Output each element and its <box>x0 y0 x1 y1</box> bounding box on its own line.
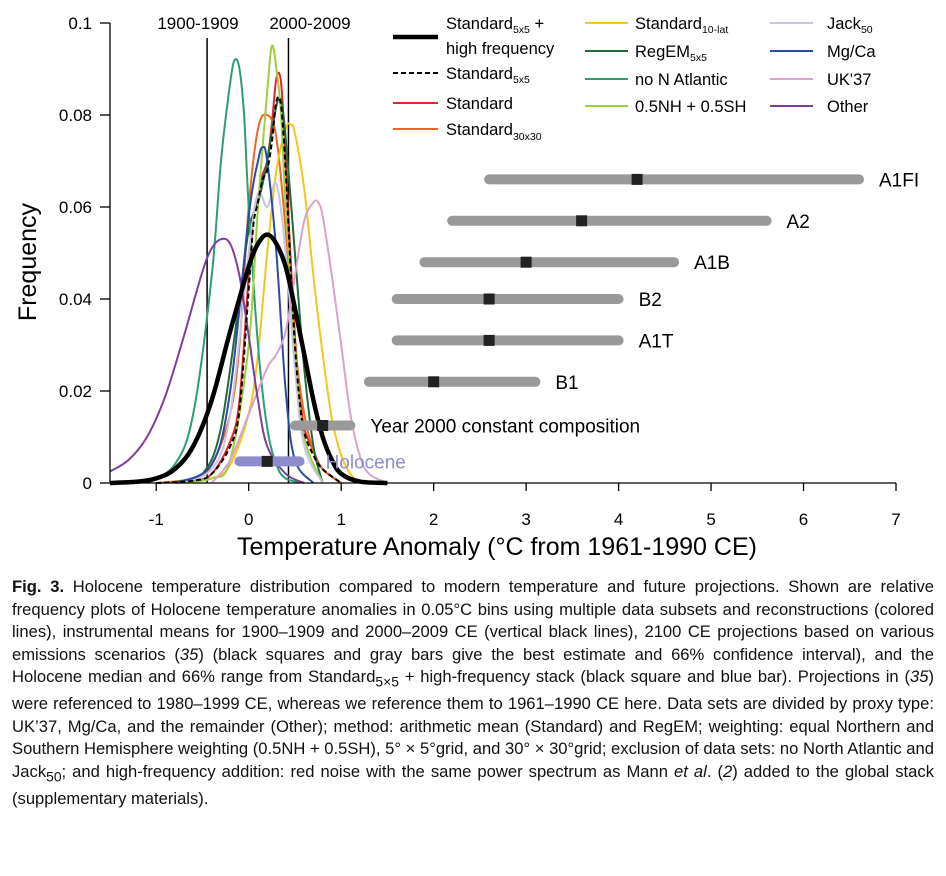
caption-text-5: ; and high-frequency addition: red noise… <box>61 762 675 782</box>
x-tick-label: 0 <box>244 510 253 529</box>
caption-sub-2: 50 <box>46 768 62 785</box>
projection-best-a2 <box>576 215 588 227</box>
distribution-lines <box>109 38 388 486</box>
y-tick-label: 0.06 <box>59 198 92 217</box>
vline-label-2000-2009: 2000-2009 <box>269 14 350 33</box>
projection-best-b1 <box>428 376 440 388</box>
x-tick-label: 7 <box>891 510 900 529</box>
caption-ref-1: 35 <box>179 644 199 664</box>
legend-label-standard5x5-hf-line2: high frequency <box>446 40 555 58</box>
legend-label-jack50: Jack50 <box>827 15 873 36</box>
series-line-mg-ca <box>174 145 315 484</box>
vline-label-1900-1909: 1900-1909 <box>157 14 238 33</box>
projection-best-a1fi <box>631 173 643 185</box>
projection-label-a1t: A1T <box>639 331 674 352</box>
x-tick-label: 3 <box>521 510 530 529</box>
series-line-no-n-atlantic <box>146 57 305 484</box>
legend-label-standard30x30: Standard30x30 <box>446 121 542 143</box>
series-line-other <box>109 237 305 484</box>
legend-label-no-n-atlantic: no N Atlantic <box>635 71 728 89</box>
projection-best-a1b <box>520 256 532 268</box>
y-axis-title: Frequency <box>14 202 42 321</box>
caption-etal: et al <box>674 762 707 782</box>
axes: -1 0 1 2 3 4 5 6 7 0 0.02 0.04 0.06 0.08 0.1 <box>59 14 901 529</box>
caption-text-2: ) (black squares and gray bars give the … <box>12 644 934 687</box>
x-tick-label: 1 <box>336 510 345 529</box>
x-tick-label: 5 <box>706 510 715 529</box>
projection-label-year-2000-constant-composition: Year 2000 constant composition <box>370 417 640 438</box>
caption-label: Fig. 3. <box>12 577 65 596</box>
y-tick-label: 0.02 <box>59 382 92 401</box>
caption-sub-1: 5×5 <box>375 673 399 690</box>
holocene-label: Holocene <box>326 452 406 473</box>
series-line-jack50 <box>174 181 324 484</box>
y-tick-label: 0 <box>83 474 92 493</box>
projection-bars: A1FI A2 A1B B2 A1T B1 Year 2000 constant compo… <box>234 170 919 473</box>
projection-label-b1: B1 <box>555 373 578 394</box>
projection-best-a1t <box>483 334 495 346</box>
caption-ref-3: 2 <box>723 762 733 782</box>
legend-label-regem5x5: RegEM5x5 <box>635 43 707 64</box>
x-tick-label: 2 <box>429 510 438 529</box>
legend-label-standard5x5-hf: Standard5x5 + <box>446 15 544 36</box>
legend-label-standard5x5: Standard5x5 <box>446 65 530 86</box>
x-tick-label: 4 <box>614 510 623 529</box>
x-axis-title: Temperature Anomaly (°C from 1961-1990 C… <box>237 533 757 561</box>
series-line-0-5nh-0-5sh <box>174 44 324 484</box>
x-tick-label: -1 <box>149 510 164 529</box>
projection-label-a1fi: A1FI <box>879 170 919 191</box>
y-tick-label: 0.04 <box>59 290 92 309</box>
series-line-standard5x5 <box>156 95 342 484</box>
legend-label-nh-sh: 0.5NH + 0.5SH <box>635 98 746 116</box>
figure-caption: Fig. 3. Holocene temperature distributio… <box>12 576 934 811</box>
holocene-temperature-chart: A1FI A2 A1B B2 A1T B1 Year 2000 constant compo… <box>14 14 919 561</box>
legend: Standard5x5 + high frequency Standard5x5… <box>393 15 876 143</box>
y-tick-label: 0.08 <box>59 106 92 125</box>
legend-label-uk37: UK'37 <box>827 71 871 89</box>
projection-best-year-2000-constant-composition <box>317 420 329 431</box>
legend-label-other: Other <box>827 98 869 116</box>
x-tick-label: 6 <box>799 510 808 529</box>
caption-text-6: . ( <box>706 762 723 782</box>
projection-best-b2 <box>483 293 495 305</box>
projection-label-a1b: A1B <box>694 253 730 274</box>
holocene-median-marker <box>261 455 273 467</box>
legend-label-standard: Standard <box>446 95 513 113</box>
projection-label-b2: B2 <box>639 290 662 311</box>
series-line-standard5x5-high-frequency <box>109 232 388 486</box>
caption-text-3: + high-frequency stack (black square and… <box>398 667 910 687</box>
y-tick-label: 0.1 <box>68 14 92 33</box>
caption-text-7: ) added to the global stack (supplementa… <box>12 762 934 808</box>
projection-label-a2: A2 <box>787 212 810 233</box>
caption-text-1: Holocene temperature distribution compar… <box>12 577 934 664</box>
legend-label-mgca: Mg/Ca <box>827 43 876 61</box>
legend-label-standard10lat: Standard10-lat <box>635 15 728 36</box>
caption-text-4: ) were referenced to 1980–1999 CE, where… <box>12 667 934 782</box>
caption-ref-2: 35 <box>909 667 929 687</box>
